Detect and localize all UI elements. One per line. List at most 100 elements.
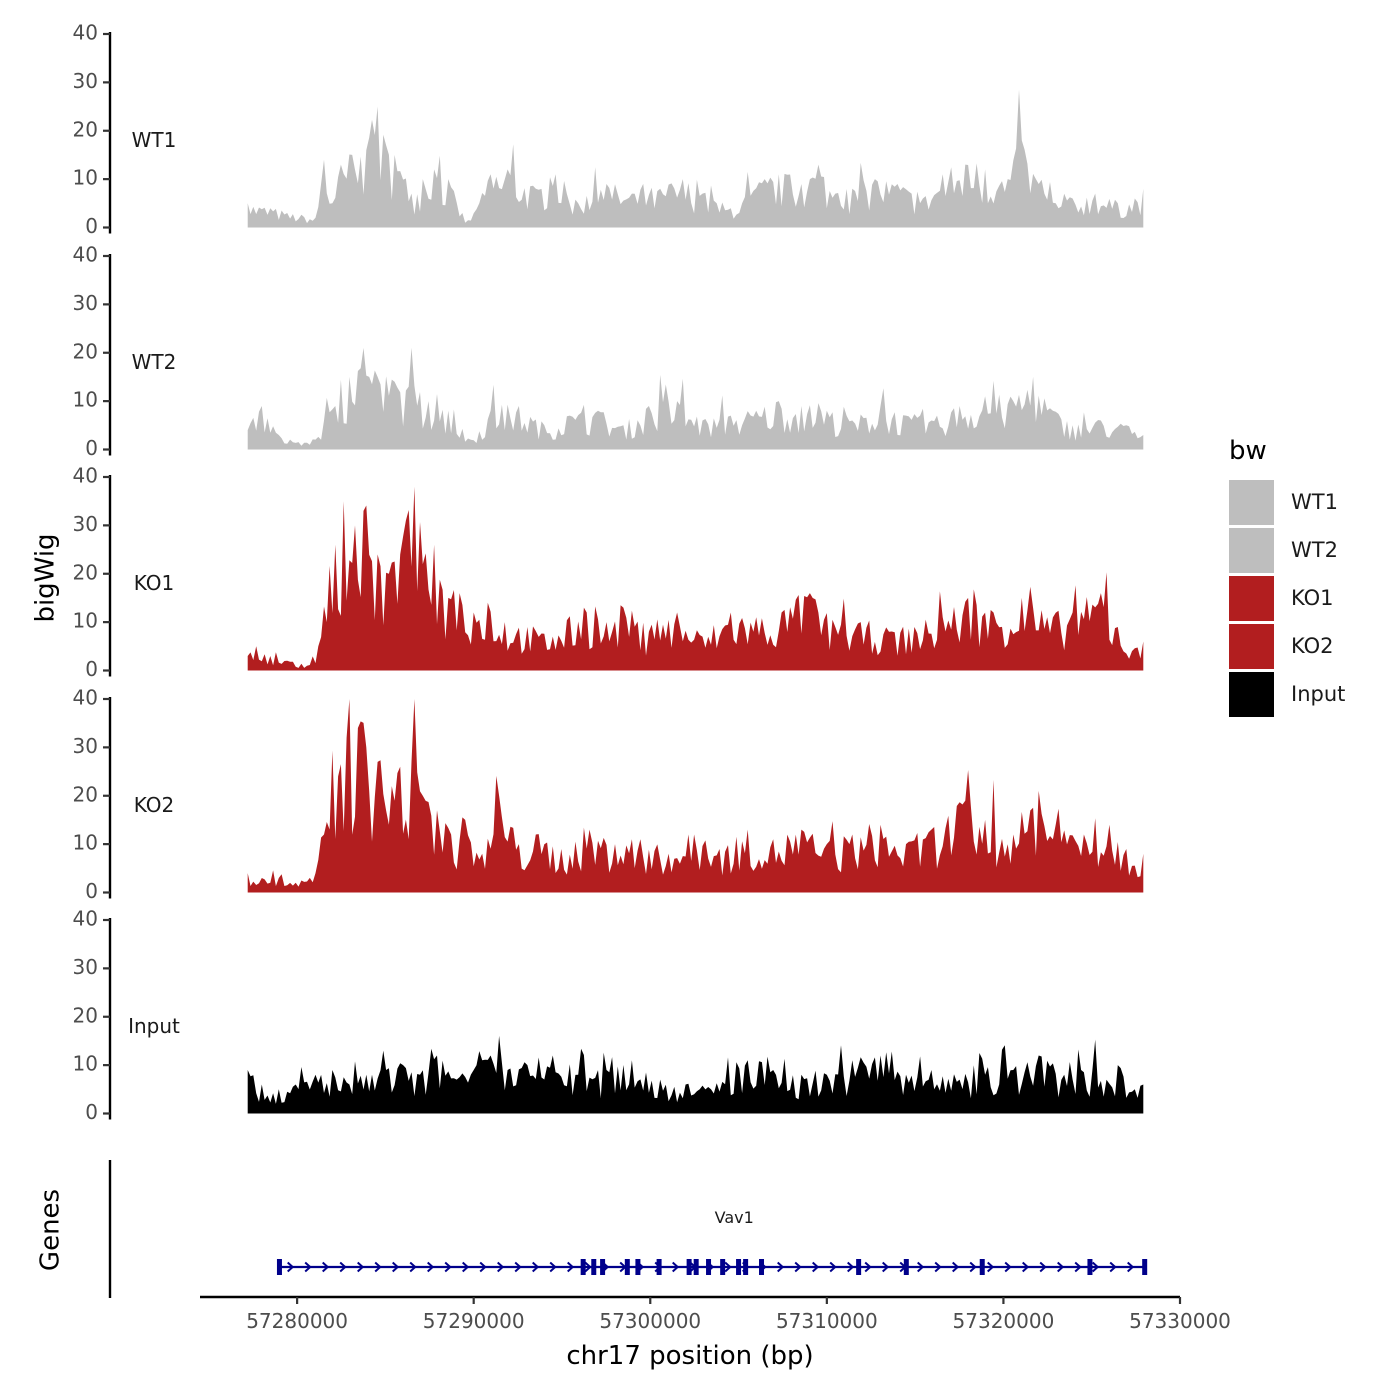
y-tick-label: 0 — [85, 657, 98, 681]
exon — [856, 1259, 862, 1275]
track-ko1: 0 10 20 30 40 KO1 — [73, 464, 1144, 681]
strand-arrow — [847, 1261, 855, 1273]
gene-vav1: Vav1 — [276, 1208, 1148, 1275]
y-tick-label: 20 — [73, 1003, 98, 1027]
y-tick-label: 10 — [73, 831, 98, 855]
strand-arrow — [812, 1261, 820, 1273]
strand-arrow — [829, 1261, 837, 1273]
exon — [591, 1259, 597, 1275]
track-label-ko2: KO2 — [134, 793, 175, 817]
y-tick-label: 10 — [73, 388, 98, 412]
y-tick-label: 20 — [73, 560, 98, 584]
track-wt1: 0 10 20 30 40 WT1 — [73, 21, 1144, 238]
exon — [736, 1259, 742, 1275]
y-tick-label: 10 — [73, 166, 98, 190]
exon — [706, 1259, 712, 1275]
strand-arrow — [374, 1261, 382, 1273]
legend-label-ko1: KO1 — [1291, 586, 1334, 610]
exon — [743, 1259, 749, 1275]
x-tick-label: 57330000 — [1129, 1309, 1231, 1333]
strand-arrow — [1004, 1261, 1012, 1273]
strand-arrow — [304, 1261, 312, 1273]
x-tick-label: 57290000 — [423, 1309, 525, 1333]
strand-arrow — [672, 1261, 680, 1273]
y-tick-label: 20 — [73, 117, 98, 141]
y-tick-label: 0 — [85, 879, 98, 903]
exon — [759, 1259, 765, 1275]
exon — [600, 1259, 606, 1275]
strand-arrow — [444, 1261, 452, 1273]
strand-arrow — [514, 1261, 522, 1273]
y-tick-label: 40 — [73, 243, 98, 267]
strand-arrow — [322, 1261, 330, 1273]
exon — [720, 1259, 726, 1275]
genes-axis-title: Genes — [36, 1189, 66, 1271]
strand-arrow — [1039, 1261, 1047, 1273]
x-tick-label: 57320000 — [953, 1309, 1055, 1333]
strand-arrow — [969, 1261, 977, 1273]
strand-arrow — [1092, 1261, 1100, 1273]
signal-area-input — [247, 1035, 1144, 1114]
signal-area-wt1 — [247, 89, 1144, 228]
signal-area-ko1 — [247, 486, 1144, 671]
y-tick-label: 10 — [73, 609, 98, 633]
y-tick-label: 30 — [73, 955, 98, 979]
strand-arrow — [584, 1261, 592, 1273]
exon — [686, 1259, 692, 1275]
legend-title: bw — [1229, 436, 1267, 466]
track-label-wt2: WT2 — [132, 350, 177, 374]
y-tick-label: 40 — [73, 21, 98, 45]
legend-key-wt1 — [1229, 480, 1274, 525]
legend-key-input — [1229, 672, 1274, 717]
x-tick-label: 57310000 — [776, 1309, 878, 1333]
y-tick-label: 30 — [73, 734, 98, 758]
strand-arrow — [287, 1261, 295, 1273]
legend-key-ko2 — [1229, 624, 1274, 669]
track-input: 0 10 20 30 40 Input — [73, 907, 1144, 1124]
exon — [624, 1259, 630, 1275]
y-tick-label: 20 — [73, 782, 98, 806]
strand-arrow — [864, 1261, 872, 1273]
strand-arrow — [1057, 1261, 1065, 1273]
legend-label-input: Input — [1291, 682, 1345, 706]
exon — [979, 1259, 985, 1275]
y-tick-label: 40 — [73, 907, 98, 931]
y-tick-label: 30 — [73, 512, 98, 536]
strand-arrow — [934, 1261, 942, 1273]
exon — [1087, 1259, 1093, 1275]
exon — [693, 1259, 699, 1275]
exon — [276, 1259, 282, 1275]
strand-arrow — [497, 1261, 505, 1273]
strand-arrow — [777, 1261, 785, 1273]
strand-arrow — [987, 1261, 995, 1273]
y-tick-label: 0 — [85, 436, 98, 460]
gene-label: Vav1 — [715, 1208, 754, 1227]
strand-arrow — [1022, 1261, 1030, 1273]
track-ko2: 0 10 20 30 40 KO2 — [73, 686, 1144, 903]
strand-arrow — [392, 1261, 400, 1273]
legend-label-ko2: KO2 — [1291, 634, 1334, 658]
strand-arrow — [794, 1261, 802, 1273]
y-tick-label: 0 — [85, 1100, 98, 1124]
strand-arrow — [339, 1261, 347, 1273]
y-tick-label: 40 — [73, 464, 98, 488]
track-label-wt1: WT1 — [132, 128, 177, 152]
strand-arrow — [532, 1261, 540, 1273]
exon — [580, 1259, 586, 1275]
signal-tracks: 0 10 20 30 40 WT1 0 10 20 30 40 WT2 0 10 20 30 40 KO1 0 10 2… — [73, 21, 1144, 1124]
strand-arrow — [952, 1261, 960, 1273]
legend-key-wt2 — [1229, 528, 1274, 573]
strand-arrow — [882, 1261, 890, 1273]
strand-arrow — [1109, 1261, 1117, 1273]
exon — [656, 1259, 662, 1275]
x-tick-label: 57300000 — [599, 1309, 701, 1333]
genes-track: Genes Vav1 — [36, 1160, 1148, 1298]
legend: bw WT1 WT2 KO1 KO2 Input — [1229, 436, 1345, 717]
signal-area-ko2 — [247, 699, 1144, 893]
strand-arrow — [462, 1261, 470, 1273]
track-wt2: 0 10 20 30 40 WT2 — [73, 243, 1144, 460]
strand-arrow — [479, 1261, 487, 1273]
y-tick-label: 30 — [73, 291, 98, 315]
track-label-ko1: KO1 — [134, 571, 175, 595]
